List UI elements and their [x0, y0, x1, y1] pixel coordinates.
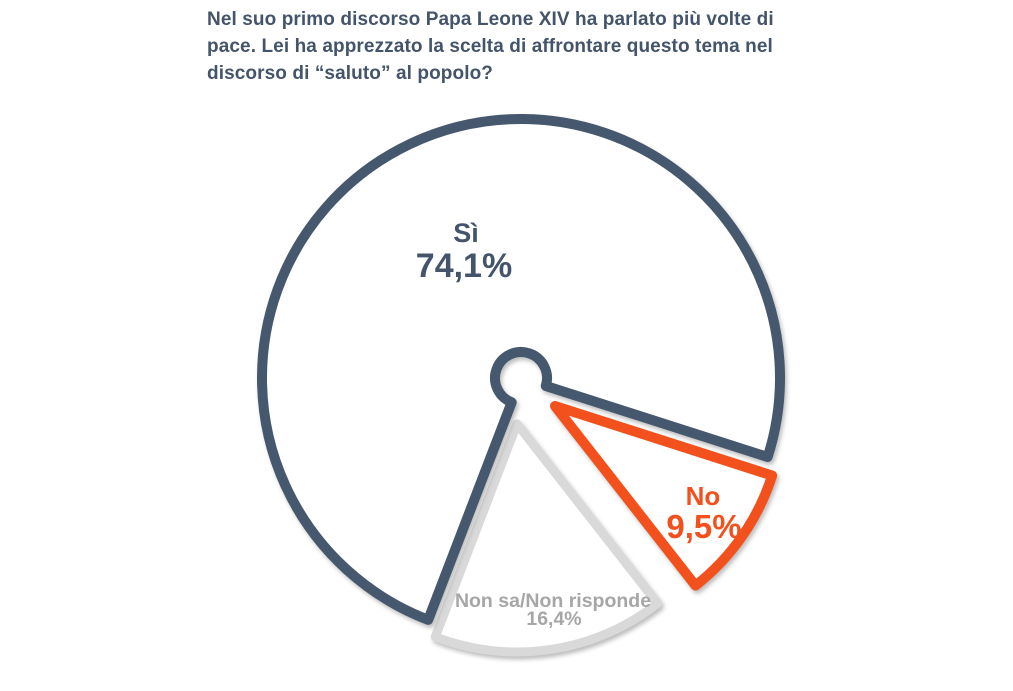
pie-slice-si — [257, 114, 785, 625]
slice-si-label: Sì — [453, 218, 479, 248]
pie-slices — [257, 114, 785, 657]
pie-labels: Sì 74,1% No 9,5% Non sa/Non risponde 16,… — [416, 218, 742, 630]
pie-slice-non-sa — [430, 419, 662, 657]
question-line-1: Nel suo primo discorso Papa Leone XIV ha… — [207, 9, 774, 30]
slice-no-value: 9,5% — [666, 508, 741, 545]
slice-si-value: 74,1% — [416, 247, 512, 285]
pie-slice-no — [550, 401, 778, 591]
question-line-2: pace. Lei ha apprezzato la scelta di aff… — [207, 36, 773, 57]
question-title: Nel suo primo discorso Papa Leone XIV ha… — [207, 6, 847, 87]
slice-no-label: No — [686, 481, 721, 511]
question-line-3: discorso di “saluto” al popolo? — [207, 63, 494, 84]
slice-nonsa-value: 16,4% — [526, 608, 581, 630]
slice-nonsa-label: Non sa/Non risponde — [455, 590, 651, 612]
